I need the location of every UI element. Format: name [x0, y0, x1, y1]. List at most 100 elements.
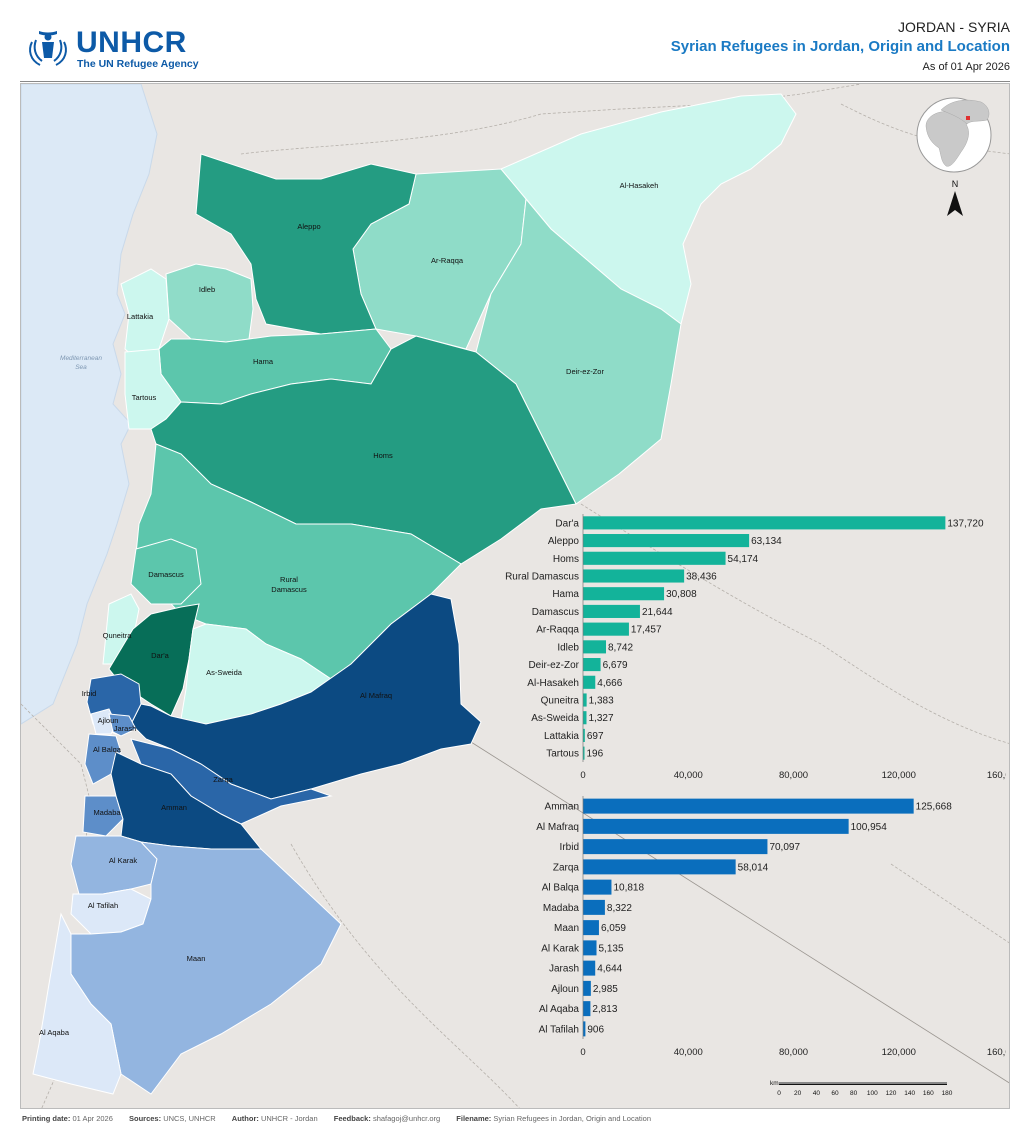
jordan-category-label: Maan	[554, 923, 579, 934]
syria-bar	[583, 640, 607, 654]
jordan-location-bar-chart: Amman 125,668 Al Mafraq 100,954 Irbid 70,097 Z…	[501, 796, 1009, 1061]
region-al-mafraq[interactable]	[130, 593, 482, 800]
syria-bar	[583, 693, 587, 707]
jordan-bar	[583, 1001, 591, 1017]
north-arrow: N	[947, 179, 963, 216]
jordan-category-label: Amman	[545, 802, 579, 813]
jordan-bar	[583, 980, 591, 996]
region-damascus[interactable]	[130, 538, 202, 605]
scale-unit: km	[770, 1080, 779, 1087]
footer: Printing date: 01 Apr 2026 Sources: UNCS…	[22, 1114, 1012, 1123]
scale-bar: km 0 20 40 60 80 100 120 140 160 180	[770, 1080, 953, 1097]
syria-category-label: Aleppo	[548, 536, 580, 547]
header-titles: JORDAN - SYRIA Syrian Refugees in Jordan…	[671, 18, 1010, 76]
jordan-chart-svg: Amman 125,668 Al Mafraq 100,954 Irbid 70,097 Z…	[536, 796, 1009, 1058]
jordan-bar	[583, 818, 849, 834]
syria-tick-label: 40,000	[674, 770, 703, 781]
locator-globe	[916, 97, 992, 173]
unhcr-logo[interactable]: UNHCR The UN Refugee Agency	[26, 26, 206, 70]
north-arrow-icon	[947, 191, 963, 216]
syria-category-label: Idleb	[557, 642, 579, 653]
sources-label: Sources:	[128, 1114, 162, 1123]
jordan-value-label: 10,818	[613, 883, 644, 894]
syria-bar	[583, 569, 685, 583]
syria-value-label: 4,666	[597, 678, 622, 689]
region-aleppo[interactable]	[195, 153, 417, 335]
label-quneitra: Quneitra	[103, 631, 133, 640]
jordan-bar	[583, 960, 596, 976]
syria-bar	[583, 604, 640, 618]
region-labels: Al-Hasakeh Aleppo Ar-Raqqa Idleb Lattaki…	[39, 181, 658, 1037]
scale-tick-label: 160	[923, 1090, 934, 1097]
jordan-value-label: 4,644	[597, 964, 622, 975]
north-label: N	[952, 179, 959, 189]
jordan-tick-label: 40,000	[674, 1047, 703, 1058]
syria-category-label: Al-Hasakeh	[527, 678, 579, 689]
label-madaba: Madaba	[93, 808, 121, 817]
label-idleb: Idleb	[199, 285, 215, 294]
region-al-aqaba[interactable]	[32, 912, 122, 1095]
syria-bar	[583, 675, 596, 689]
jordan-category-label: Al Balqa	[542, 883, 580, 894]
syria-category-label: As-Sweida	[531, 713, 579, 724]
label-damascus: Damascus	[148, 570, 184, 579]
inset-leader-line	[470, 741, 1009, 1084]
syria-origin-bar-chart: Dar'a 137,720 Aleppo 63,134 Homs 54,174 Rural …	[501, 514, 1009, 784]
label-al-hasakeh: Al-Hasakeh	[620, 181, 659, 190]
label-ajloun: Ajloun	[98, 716, 119, 725]
label-hama: Hama	[253, 357, 274, 366]
syria-governorates[interactable]	[102, 93, 797, 725]
syria-category-label: Deir-ez-Zor	[528, 660, 579, 671]
syria-value-label: 697	[587, 731, 604, 742]
syria-category-label: Damascus	[532, 607, 579, 618]
syria-category-label: Dar'a	[555, 518, 579, 529]
label-irbid: Irbid	[82, 689, 97, 698]
label-maan: Maan	[187, 954, 206, 963]
jordan-value-label: 70,097	[769, 842, 800, 853]
feedback-value[interactable]: shafagoj@unhcr.org	[372, 1114, 441, 1123]
scale-tick-label: 100	[867, 1090, 878, 1097]
printing-date-value: 01 Apr 2026	[72, 1114, 113, 1123]
syria-category-label: Rural Damascus	[505, 572, 579, 583]
jordan-value-label: 906	[587, 1024, 604, 1035]
org-subtitle: The UN Refugee Agency	[77, 58, 199, 70]
jordan-value-label: 2,813	[592, 1004, 617, 1015]
page-title: Syrian Refugees in Jordan, Origin and Lo…	[670, 38, 1010, 55]
syria-tick-label: 160,000	[987, 770, 1006, 781]
feedback-label: Feedback:	[333, 1114, 371, 1123]
syria-value-label: 21,644	[642, 607, 673, 618]
map-canvas[interactable]: Mediterranean Sea	[21, 84, 1010, 1109]
jordan-category-label: Al Aqaba	[539, 1004, 579, 1015]
jordan-governorates[interactable]	[32, 593, 482, 1095]
label-ar-raqqa: Ar-Raqqa	[431, 256, 464, 265]
scale-tick-label: 120	[886, 1090, 897, 1097]
jordan-value-label: 5,135	[599, 943, 624, 954]
region-al-karak[interactable]	[70, 835, 158, 895]
jordan-bar	[583, 940, 597, 956]
label-al-aqaba: Al Aqaba	[39, 1028, 70, 1037]
region-madaba[interactable]	[82, 795, 124, 837]
org-name: UNHCR	[76, 26, 187, 59]
scale-tick-label: 80	[850, 1090, 858, 1097]
syria-value-label: 63,134	[751, 536, 782, 547]
jordan-category-label: Ajloun	[551, 984, 579, 995]
as-of-date: As of 01 Apr 2026	[922, 61, 1010, 73]
map-frame[interactable]: Mediterranean Sea	[20, 83, 1010, 1109]
jordan-category-label: Madaba	[543, 903, 580, 914]
label-al-balqa: Al Balqa	[93, 745, 122, 754]
jordan-tick-label: 80,000	[779, 1047, 808, 1058]
syria-bar	[583, 587, 665, 601]
syria-bar	[583, 728, 585, 742]
syria-category-label: Tartous	[546, 749, 579, 760]
label-zarqa: Zarqa	[213, 775, 233, 784]
syria-value-label: 8,742	[608, 642, 633, 653]
region-deir-ez-zor[interactable]	[475, 197, 682, 505]
jordan-bar	[583, 879, 612, 895]
syria-category-label: Homs	[553, 554, 579, 565]
syria-category-label: Hama	[552, 589, 579, 600]
region-jarash[interactable]	[108, 713, 137, 737]
region-idleb[interactable]	[165, 263, 254, 343]
region-maan[interactable]	[70, 841, 342, 1095]
sources-value: UNCS, UNHCR	[163, 1114, 216, 1123]
syria-category-label: Lattakia	[544, 731, 579, 742]
